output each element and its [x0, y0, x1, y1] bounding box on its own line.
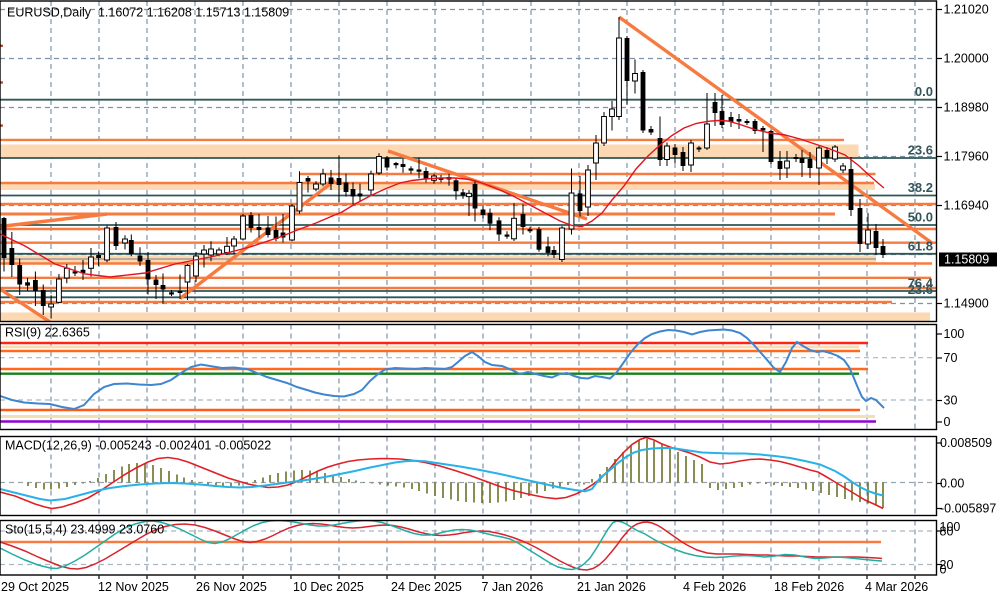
- svg-text:EURUSD,Daily 1.16072 1.16208: EURUSD,Daily 1.16072 1.16208 1.15713 1.1…: [7, 6, 289, 20]
- svg-text:1.18980: 1.18980: [944, 101, 989, 115]
- svg-text:70: 70: [944, 351, 958, 365]
- svg-text:26 Nov 2025: 26 Nov 2025: [196, 580, 267, 594]
- svg-text:0.00: 0.00: [940, 477, 964, 491]
- svg-text:1.17960: 1.17960: [944, 150, 989, 164]
- svg-text:MACD(12,26,9) -0.005243 -0.002: MACD(12,26,9) -0.005243 -0.002401 -0.005…: [5, 439, 271, 453]
- svg-text:21 Jan 2026: 21 Jan 2026: [577, 580, 646, 594]
- svg-text:30: 30: [944, 394, 958, 408]
- svg-text:18 Feb 2026: 18 Feb 2026: [774, 580, 844, 594]
- svg-text:50.0: 50.0: [908, 210, 933, 225]
- svg-text:4 Feb 2026: 4 Feb 2026: [683, 580, 746, 594]
- svg-text:1.14900: 1.14900: [944, 297, 989, 311]
- svg-text:100: 100: [944, 327, 965, 341]
- svg-text:24 Dec 2025: 24 Dec 2025: [391, 580, 462, 594]
- svg-text:20: 20: [940, 558, 954, 572]
- svg-text:RSI(9) 22.6365: RSI(9) 22.6365: [5, 326, 90, 340]
- svg-text:10 Dec 2025: 10 Dec 2025: [293, 580, 364, 594]
- svg-text:1.15809: 1.15809: [944, 253, 989, 267]
- svg-text:23.6: 23.6: [908, 282, 933, 297]
- svg-text:38.2: 38.2: [908, 180, 933, 195]
- svg-text:0.0: 0.0: [915, 84, 933, 99]
- svg-text:61.8: 61.8: [908, 238, 933, 253]
- svg-text:12 Nov 2025: 12 Nov 2025: [98, 580, 169, 594]
- svg-text:1.20000: 1.20000: [944, 52, 989, 66]
- svg-text:29 Oct 2025: 29 Oct 2025: [1, 580, 69, 594]
- svg-text:Sto(15,5,4) 23.4999 23.0760: Sto(15,5,4) 23.4999 23.0760: [5, 523, 164, 537]
- svg-text:0: 0: [940, 563, 947, 577]
- svg-text:7 Jan 2026: 7 Jan 2026: [482, 580, 544, 594]
- svg-text:-0.005897: -0.005897: [940, 502, 996, 516]
- svg-text:0.008509: 0.008509: [940, 436, 992, 450]
- svg-text:0: 0: [944, 415, 951, 429]
- svg-text:1.16940: 1.16940: [944, 199, 989, 213]
- svg-text:4 Mar 2026: 4 Mar 2026: [865, 580, 928, 594]
- svg-text:23.6: 23.6: [908, 143, 933, 158]
- svg-text:80: 80: [940, 525, 954, 539]
- svg-text:1.21020: 1.21020: [944, 3, 989, 17]
- svg-text:76.4: 76.4: [908, 276, 934, 291]
- svg-text:100: 100: [940, 520, 961, 534]
